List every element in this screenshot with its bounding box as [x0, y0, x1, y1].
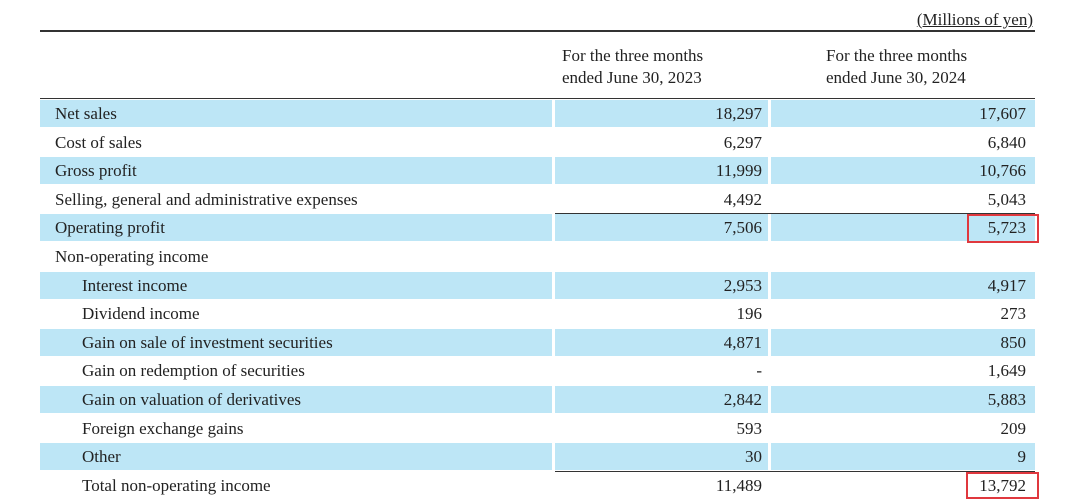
column-header: For the three months ended June 30, 2023 [562, 45, 703, 89]
highlight-box [967, 214, 1039, 244]
row-label: Cost of sales [55, 132, 142, 152]
row-label: Total non-operating income [82, 475, 271, 495]
row-label: Gain on redemption of securities [82, 361, 305, 381]
row-band [40, 100, 552, 127]
row-band [555, 386, 768, 413]
value-2024: 17,607 [979, 104, 1026, 123]
row-band [555, 157, 768, 185]
row-label: Net sales [55, 104, 117, 123]
header-line: For the three months [562, 46, 704, 65]
row-band [40, 271, 552, 299]
row-label: Selling, general and administrative expe… [55, 189, 358, 209]
value-2024: 1,649 [987, 361, 1026, 381]
value-2023: 7,506 [723, 218, 762, 238]
value-2023: 4,871 [723, 332, 762, 352]
row-label: Foreign exchange gains [82, 418, 244, 438]
value-2024: 850 [1000, 332, 1027, 352]
column-header: For the three months ended June 30, 2024 [826, 45, 967, 89]
row-band [40, 157, 552, 185]
row-label: Gross profit [55, 161, 137, 181]
value-2023: 11,489 [715, 475, 762, 495]
value-2024: 5,723 [987, 218, 1026, 238]
row-band [771, 271, 1035, 299]
value-2023: 11,999 [715, 161, 762, 181]
row-band [555, 100, 768, 127]
value-2024: 4,917 [987, 275, 1026, 295]
value-2023: 2,842 [723, 390, 762, 409]
value-2023: 30 [745, 447, 762, 467]
value-2023: - [756, 361, 762, 381]
header-line: ended June 30, 2023 [562, 68, 702, 87]
row-band [771, 328, 1035, 356]
highlight-box [966, 471, 1039, 499]
value-2024: 9 [1017, 447, 1027, 467]
row-label: Gain on sale of investment securities [82, 332, 333, 352]
unit-label: (Millions of yen) [916, 10, 1033, 29]
row-band [771, 100, 1035, 127]
row-band [40, 328, 552, 356]
value-2024: 6,840 [987, 132, 1026, 152]
top-rule [40, 30, 1035, 32]
row-band [555, 214, 768, 242]
value-2023: 18,297 [715, 104, 762, 123]
row-label: Other [82, 447, 121, 467]
value-2024: 5,043 [987, 189, 1026, 209]
row-band [771, 214, 1035, 242]
header-line: For the three months [826, 46, 968, 65]
row-label: Operating profit [55, 218, 165, 238]
value-2024: 13,792 [979, 475, 1026, 495]
row-label: Dividend income [82, 304, 200, 324]
header-line: ended June 30, 2024 [826, 68, 966, 87]
row-band [771, 443, 1035, 471]
row-label: Interest income [82, 275, 188, 295]
header-rule [40, 98, 1035, 99]
value-2023: 593 [736, 418, 763, 438]
value-2024: 10,766 [979, 161, 1026, 181]
row-band [555, 271, 768, 299]
row-label: Non-operating income [55, 247, 209, 266]
value-2023: 4,492 [723, 189, 762, 209]
value-2023: 6,297 [723, 132, 762, 152]
value-2024: 5,883 [987, 390, 1026, 409]
row-band [555, 443, 768, 471]
row-band [771, 386, 1035, 413]
row-band [771, 157, 1035, 185]
value-2023: 196 [736, 304, 763, 324]
subtotal-rule [555, 470, 1035, 472]
row-band [40, 443, 552, 471]
row-label: Gain on valuation of derivatives [82, 390, 302, 409]
subtotal-rule [555, 213, 1035, 215]
value-2023: 2,953 [723, 275, 762, 295]
value-2024: 273 [1000, 304, 1027, 324]
row-band [555, 328, 768, 356]
row-band [40, 214, 552, 242]
row-band [40, 386, 552, 413]
value-2024: 209 [1000, 418, 1027, 438]
